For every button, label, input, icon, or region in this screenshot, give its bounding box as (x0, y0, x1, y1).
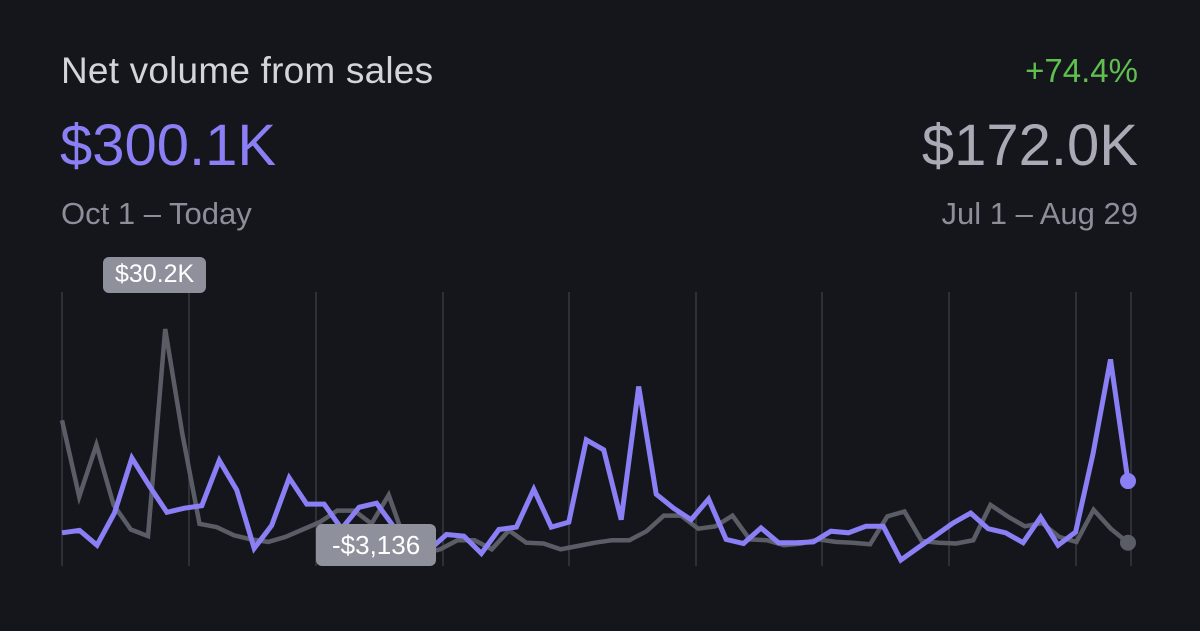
current-period-range: Oct 1 – Today (61, 196, 252, 231)
current-period-line (61, 358, 1131, 564)
previous-period-end-dot (1120, 534, 1136, 551)
current-period-end-dot (1120, 473, 1136, 490)
line-chart[interactable] (0, 250, 1200, 581)
current-period-value: $300.1K (60, 113, 277, 178)
chart-title: Net volume from sales (61, 50, 434, 91)
previous-period-line (59, 328, 1130, 556)
previous-period-range: Jul 1 – Aug 29 (941, 196, 1139, 231)
change-percent: +74.4% (1025, 52, 1138, 89)
previous-period-value: $172.0K (921, 113, 1138, 178)
min-value-tooltip: -$3,136 (316, 524, 437, 566)
max-value-tooltip: $30.2K (103, 257, 207, 293)
